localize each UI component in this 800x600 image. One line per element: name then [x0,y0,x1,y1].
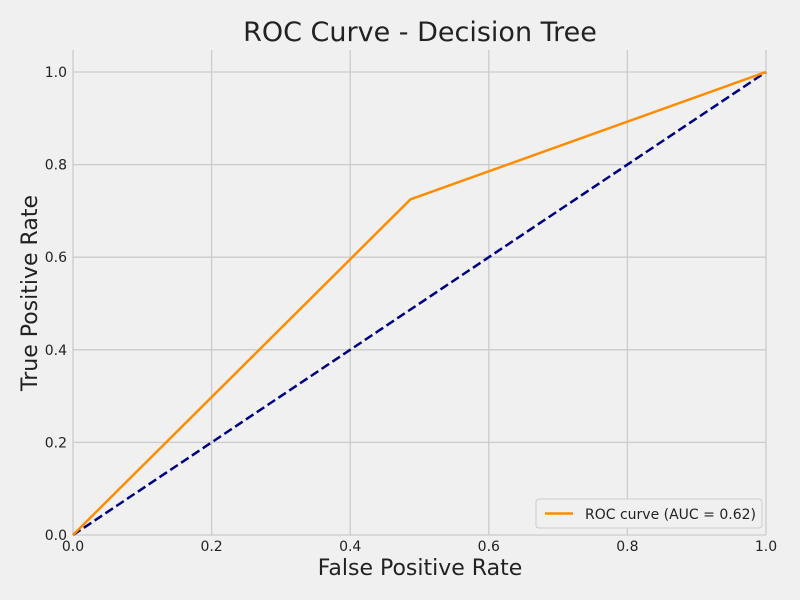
x-tick-label: 0.0 [62,539,84,555]
x-tick-labels: 0.0 0.2 0.4 0.6 0.8 1.0 [62,539,777,555]
series-lines [72,70,767,537]
y-axis-label: True Positive Rate [18,195,43,392]
x-axis-label: False Positive Rate [318,556,522,581]
legend: ROC curve (AUC = 0.62) [535,498,763,529]
y-tick-label: 1.0 [45,65,67,81]
y-tick-label: 0.6 [45,250,67,266]
chance-diagonal-line [72,70,767,537]
grid-lines [72,50,767,536]
x-tick-label: 1.0 [755,539,777,555]
legend-label: ROC curve (AUC = 0.62) [585,507,756,523]
y-tick-label: 0.2 [45,435,67,451]
x-tick-label: 0.2 [200,539,222,555]
legend-box [535,498,763,529]
y-tick-label: 0.0 [45,528,67,544]
y-tick-labels: 0.0 0.2 0.4 0.6 0.8 1.0 [45,65,67,544]
chart-title: ROC Curve - Decision Tree [243,17,597,48]
roc-curve-line [72,70,767,536]
x-tick-label: 0.4 [339,539,361,555]
y-tick-label: 0.4 [45,343,67,359]
y-tick-label: 0.8 [45,158,67,174]
x-tick-label: 0.6 [478,539,500,555]
x-tick-label: 0.8 [616,539,638,555]
